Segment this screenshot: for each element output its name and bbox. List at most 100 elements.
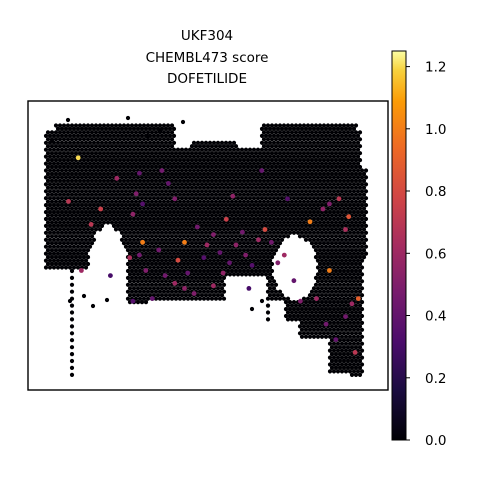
spot xyxy=(159,196,165,201)
spot xyxy=(67,258,73,263)
spot xyxy=(333,185,339,190)
spot xyxy=(45,130,51,135)
spot xyxy=(65,151,71,156)
spot xyxy=(275,154,281,159)
spot xyxy=(269,151,275,156)
spot xyxy=(257,206,263,211)
spot xyxy=(67,182,73,187)
spot xyxy=(185,227,191,232)
spot xyxy=(333,199,339,204)
spot xyxy=(69,241,75,246)
spot xyxy=(309,317,315,322)
spot xyxy=(181,192,187,197)
spot xyxy=(305,158,311,163)
spot xyxy=(291,140,297,145)
spot xyxy=(63,230,69,235)
spot xyxy=(181,296,187,301)
spot xyxy=(177,158,183,163)
spot xyxy=(43,258,49,263)
spot xyxy=(249,255,255,260)
spot xyxy=(61,185,67,190)
spot xyxy=(215,189,221,194)
spot xyxy=(325,137,331,142)
spot xyxy=(133,137,139,142)
spot xyxy=(173,227,179,232)
spot xyxy=(207,265,213,270)
spot xyxy=(159,244,165,249)
spot xyxy=(355,327,361,332)
highlight-spot xyxy=(240,229,245,235)
spot xyxy=(253,199,259,204)
spot xyxy=(301,331,307,336)
spot xyxy=(179,189,185,194)
spot xyxy=(261,123,267,128)
spot xyxy=(107,154,113,159)
spot xyxy=(201,220,207,225)
spot xyxy=(77,241,83,246)
spot xyxy=(325,241,331,246)
spot xyxy=(99,182,105,187)
spot xyxy=(167,223,173,228)
spot xyxy=(227,223,233,228)
spot xyxy=(295,147,301,152)
spot xyxy=(267,286,273,291)
spot xyxy=(189,241,195,246)
spot xyxy=(141,248,147,253)
spot xyxy=(179,258,185,263)
spot xyxy=(273,234,279,239)
spot xyxy=(353,261,359,267)
spot xyxy=(69,164,75,170)
spot xyxy=(349,123,355,128)
spot xyxy=(287,223,293,228)
spot xyxy=(223,147,229,152)
spot xyxy=(337,123,343,128)
spot xyxy=(69,352,75,357)
spot xyxy=(357,199,363,204)
spot xyxy=(79,196,85,201)
spot xyxy=(197,268,203,274)
spot xyxy=(259,237,265,242)
spot xyxy=(147,223,153,228)
spot xyxy=(343,348,349,353)
spot xyxy=(247,182,253,187)
spot xyxy=(99,203,105,208)
spot xyxy=(221,151,227,156)
spot xyxy=(87,175,93,180)
spot xyxy=(275,126,281,131)
spot xyxy=(277,158,283,163)
highlight-spot xyxy=(230,193,236,199)
spot xyxy=(179,272,185,277)
spot xyxy=(345,164,351,170)
spot xyxy=(113,227,119,232)
spot xyxy=(319,258,325,263)
spot xyxy=(345,220,351,225)
spot xyxy=(317,303,323,308)
spot xyxy=(309,234,315,239)
spot xyxy=(123,237,129,242)
spot xyxy=(73,227,79,232)
spot xyxy=(203,140,209,145)
spot xyxy=(213,220,219,225)
spot xyxy=(349,338,355,343)
spot xyxy=(153,206,159,211)
spot xyxy=(213,178,219,183)
spot xyxy=(269,137,275,142)
spot xyxy=(109,137,115,142)
spot xyxy=(287,203,293,208)
spot xyxy=(277,213,283,218)
spot xyxy=(177,206,183,211)
spot xyxy=(57,248,63,253)
spot xyxy=(175,216,181,222)
spot xyxy=(335,168,341,173)
spot xyxy=(279,126,285,131)
spot xyxy=(149,151,155,156)
spot xyxy=(107,133,113,138)
spot xyxy=(67,216,73,222)
spot xyxy=(65,178,71,183)
spot xyxy=(235,272,241,277)
spot xyxy=(199,196,205,201)
spot xyxy=(205,151,211,156)
spot xyxy=(145,137,151,142)
spot xyxy=(283,161,289,166)
spot xyxy=(53,123,59,128)
